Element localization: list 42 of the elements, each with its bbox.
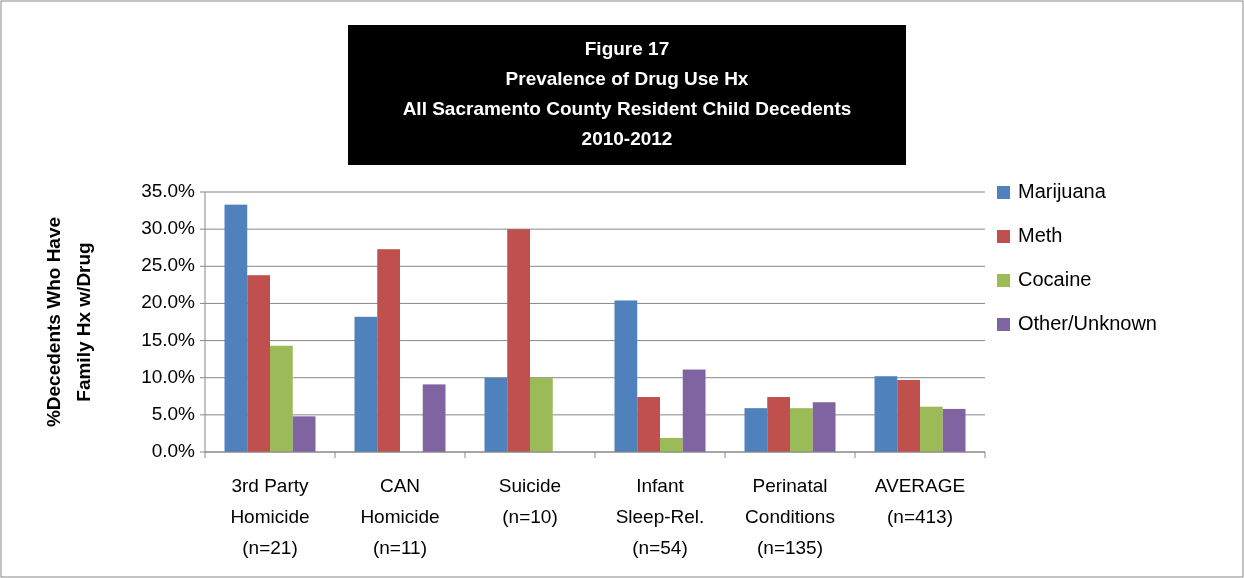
y-tick-label: 30.0% bbox=[141, 217, 196, 239]
x-tick-label: CAN Homicide (n=11) bbox=[360, 475, 440, 559]
bar bbox=[224, 204, 248, 452]
bar bbox=[354, 316, 378, 452]
bar bbox=[507, 229, 530, 452]
bar bbox=[920, 406, 943, 452]
bar bbox=[247, 275, 270, 452]
y-tick-label: 20.0% bbox=[141, 291, 196, 313]
x-tick-label: Perinatal Conditions (n=135) bbox=[745, 475, 835, 559]
bar bbox=[682, 369, 706, 452]
x-tick-label: Suicide (n=10) bbox=[498, 475, 562, 528]
bar bbox=[614, 300, 638, 452]
bar bbox=[767, 397, 790, 452]
y-axis-title: %Decedents Who Have Family Hx w/Drug bbox=[43, 216, 94, 428]
bar bbox=[660, 437, 683, 452]
legend-label: Marijuana bbox=[1018, 180, 1107, 203]
legend-label: Cocaine bbox=[1018, 268, 1092, 291]
bar bbox=[942, 408, 966, 452]
legend-label: Meth bbox=[1018, 224, 1063, 247]
bar bbox=[292, 416, 316, 452]
x-tick-label: AVERAGE (n=413) bbox=[874, 475, 966, 528]
bar bbox=[790, 408, 813, 452]
x-tick-label: 3rd Party Homicide (n=21) bbox=[230, 475, 310, 559]
y-tick-label: 10.0% bbox=[141, 365, 196, 387]
bar bbox=[874, 376, 898, 452]
bar bbox=[484, 377, 508, 452]
y-tick-label: 25.0% bbox=[141, 254, 196, 276]
legend-label: Other/Unknown bbox=[1018, 312, 1157, 335]
bar bbox=[744, 408, 768, 452]
bar bbox=[637, 397, 660, 452]
y-tick-label: 0.0% bbox=[151, 440, 196, 462]
bar bbox=[812, 402, 836, 452]
bar bbox=[270, 345, 293, 452]
x-tick-label: Infant Sleep-Rel. (n=54) bbox=[615, 475, 705, 559]
bar bbox=[897, 379, 920, 452]
bar bbox=[422, 384, 446, 452]
bar bbox=[377, 249, 400, 452]
bar bbox=[530, 377, 553, 452]
y-tick-label: 35.0% bbox=[141, 180, 196, 202]
y-tick-label: 15.0% bbox=[141, 328, 196, 350]
y-tick-label: 5.0% bbox=[151, 402, 196, 424]
chart-title: Figure 17 Prevalence of Drug Use Hx All Sacramento County Resident Child Decedents 2010-2012 bbox=[402, 38, 852, 150]
